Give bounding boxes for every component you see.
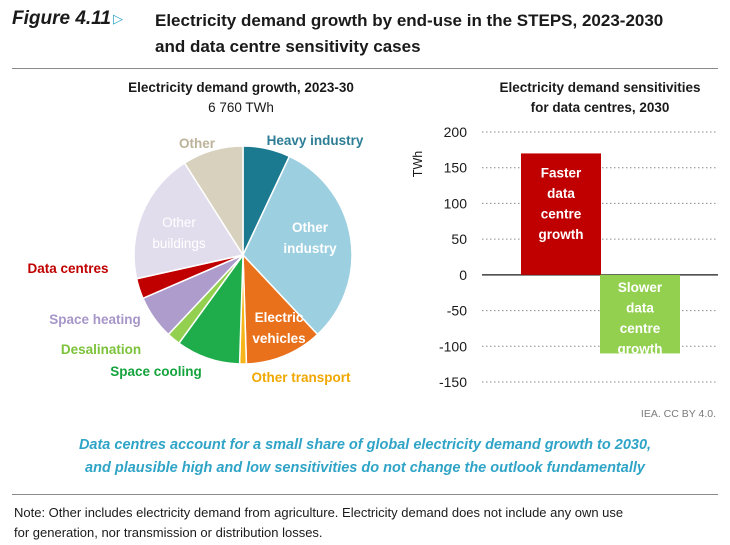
bar-ticks: 200 150 100 50 0 -50 -100 -150 — [439, 124, 467, 390]
figure-title-line2: and data centre sensitivity cases — [155, 37, 421, 56]
figure-number: Figure 4.11 — [12, 8, 111, 29]
y-tick-label: -150 — [439, 374, 467, 390]
bar-slower-data-centre-growth — [600, 274, 680, 354]
pie-title: Electricity demand growth, 2023-30 — [128, 80, 354, 95]
pie-label-space-cooling: Space cooling — [110, 364, 202, 379]
y-tick-label: 0 — [459, 267, 467, 283]
bar-bars — [521, 153, 680, 354]
figure-title-line1: Electricity demand growth by end-use in … — [155, 11, 664, 30]
y-axis-label: TWh — [411, 151, 425, 177]
bar-title-line2: for data centres, 2030 — [531, 100, 670, 115]
bar-faster-data-centre-growth — [521, 153, 601, 275]
bar-label-faster-data-centre-growth: Faster data centre growth — [539, 165, 584, 242]
pie-label-other: Other — [179, 136, 216, 151]
note-line1: Note: Other includes electricity demand … — [14, 505, 624, 520]
pie-slice-other — [183, 145, 244, 258]
pie-label-space-heating: Space heating — [49, 312, 141, 327]
y-tick-label: 50 — [451, 231, 467, 247]
top-divider — [12, 68, 718, 69]
credit-text: IEA. CC BY 4.0. — [640, 408, 716, 420]
pie-label-other-industry: Other industry — [283, 220, 337, 256]
caption-line1: Data centres account for a small share o… — [78, 437, 652, 453]
figure-caption: Data centres account for a small share o… — [20, 434, 710, 480]
pie-label-electric-vehicles: Electric vehicles — [252, 310, 305, 346]
figure-marker-icon: ▷ — [113, 11, 123, 26]
y-tick-label: -100 — [439, 338, 467, 354]
caption-line2: and plausible high and low sensitivities… — [85, 460, 645, 476]
bottom-divider — [12, 494, 718, 495]
bar-title-line1: Electricity demand sensitivities — [499, 80, 700, 95]
bar-label-slower-data-centre-growth: Slower data centre growth — [618, 280, 663, 357]
pie-label-heavy-industry: Heavy industry — [267, 133, 364, 148]
pie-subtitle: 6 760 TWh — [208, 100, 274, 115]
pie-labels: Heavy industry Other industry Electric vehic… — [27, 133, 363, 385]
y-tick-label: -50 — [447, 303, 467, 319]
figure-note: Note: Other includes electricity demand … — [14, 503, 724, 543]
bar-chart: Electricity demand sensitivities for dat… — [411, 80, 718, 390]
pie-label-other-buildings: Other buildings — [152, 215, 206, 251]
figure-title: Electricity demand growth by end-use in … — [155, 8, 715, 60]
pie-label-data-centres: Data centres — [27, 261, 108, 276]
y-tick-label: 150 — [444, 160, 468, 176]
pie-label-desalination: Desalination — [61, 342, 141, 357]
y-tick-label: 200 — [444, 124, 468, 140]
bar-labels: Faster data centre growth Slower data centre gr… — [539, 165, 663, 356]
pie-label-other-transport: Other transport — [251, 370, 351, 385]
note-line2: for generation, nor transmission or dist… — [14, 525, 323, 540]
pie-slices — [133, 145, 353, 365]
pie-slice-other-industry — [242, 155, 353, 336]
y-tick-label: 100 — [444, 195, 468, 211]
pie-chart: Electricity demand growth, 2023-30 6 760… — [27, 80, 363, 385]
pie-slice-electric-vehicles — [242, 253, 319, 365]
pie-slice-other-buildings — [133, 161, 245, 280]
